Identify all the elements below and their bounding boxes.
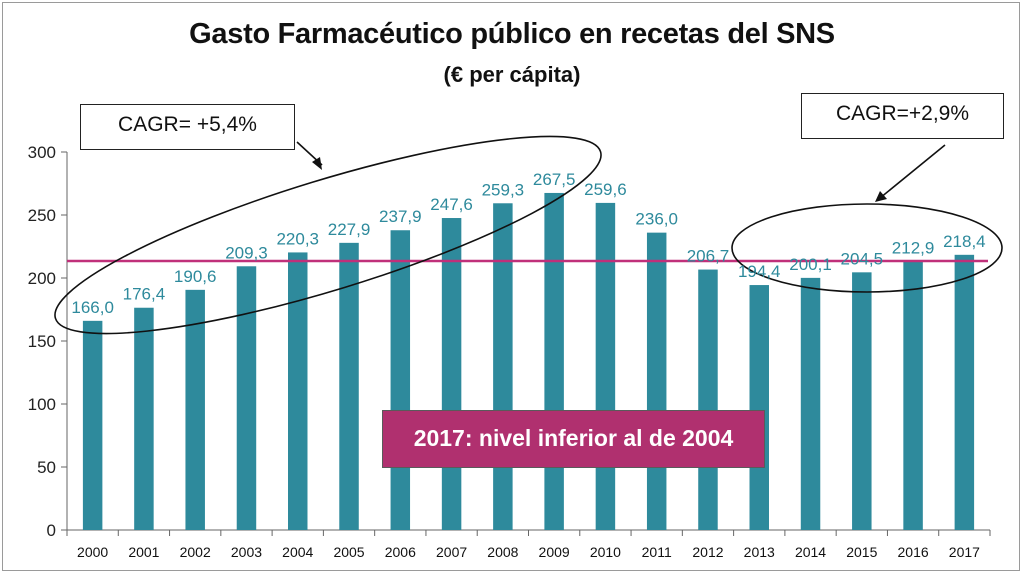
y-tick-label: 0 — [47, 521, 56, 540]
conclusion-banner: 2017: nivel inferior al de 2004 — [382, 410, 765, 468]
data-label: 204,5 — [841, 249, 884, 268]
data-label: 212,9 — [892, 239, 935, 258]
y-tick-label: 100 — [28, 395, 56, 414]
bar-2005 — [339, 242, 359, 530]
axes: 0 50 100 150 200 250 300 2000 2001 2002 2003 2004 20… — [28, 143, 991, 560]
bar-2007 — [441, 218, 462, 531]
bar-2004 — [288, 252, 308, 530]
data-label: 190,6 — [174, 267, 217, 286]
x-tick-label: 2015 — [846, 544, 877, 560]
bar-2016 — [903, 261, 923, 530]
bar-2015 — [852, 272, 872, 530]
x-tick-label: 2010 — [590, 544, 621, 560]
y-tick-label: 150 — [28, 332, 56, 351]
x-tick-label: 2011 — [642, 544, 672, 560]
x-tick-label: 2016 — [898, 544, 929, 560]
bar-2002 — [185, 289, 205, 530]
value-labels: 166,0 176,4 190,6 209,3 220,3 227,9 237,9 247,6… — [71, 170, 985, 317]
arrow-right — [879, 144, 946, 199]
bar-2008 — [493, 203, 513, 531]
y-tick-label: 50 — [37, 458, 56, 477]
chart-subtitle: (€ per cápita) — [443, 62, 581, 87]
x-tick-label: 2006 — [385, 544, 416, 560]
bar-2010 — [595, 202, 616, 531]
x-tick-label: 2017 — [949, 544, 980, 560]
cagr-right-callout: CAGR=+2,9% — [801, 93, 1004, 139]
x-tick-label: 2000 — [77, 544, 108, 560]
y-tick-label: 200 — [28, 269, 56, 288]
data-label: 236,0 — [635, 210, 678, 229]
arrow-right-head — [875, 191, 887, 202]
bar-2006 — [390, 230, 411, 530]
data-label: 259,3 — [482, 180, 525, 199]
data-label: 220,3 — [276, 229, 319, 248]
x-tick-label: 2008 — [487, 544, 518, 560]
data-label: 209,3 — [225, 243, 268, 262]
ellipse-annotations — [54, 135, 1003, 335]
data-label: 259,6 — [584, 180, 627, 199]
ellipse-right — [731, 203, 1003, 293]
bar-2017 — [954, 254, 975, 531]
chart-title: Gasto Farmacéutico público en recetas de… — [189, 18, 835, 50]
x-tick-label: 2009 — [539, 544, 570, 560]
bar-2000 — [82, 320, 103, 530]
data-label: 267,5 — [533, 170, 576, 189]
x-tick-label: 2005 — [333, 544, 364, 560]
x-tick-label: 2014 — [795, 544, 826, 560]
data-label: 227,9 — [328, 220, 371, 239]
x-tick-label: 2001 — [128, 544, 159, 560]
data-label: 247,6 — [430, 195, 473, 214]
arrow-left-head — [312, 157, 322, 170]
data-label: 237,9 — [379, 207, 422, 226]
bars — [82, 192, 975, 531]
bar-2012 — [698, 269, 718, 530]
bar-2011 — [646, 232, 667, 530]
x-tick-label: 2002 — [180, 544, 211, 560]
data-label: 194,4 — [738, 262, 781, 281]
x-tick-label: 2004 — [282, 544, 313, 560]
data-label: 176,4 — [123, 285, 166, 304]
x-tick-label: 2003 — [231, 544, 262, 560]
cagr-left-callout: CAGR= +5,4% — [80, 104, 295, 150]
bar-2009 — [544, 192, 564, 530]
ellipse-left — [54, 135, 602, 335]
bar-2003 — [236, 266, 257, 530]
data-label: 166,0 — [71, 298, 114, 317]
y-tick-label: 250 — [28, 206, 56, 225]
bar-2014 — [800, 277, 821, 530]
data-label: 200,1 — [789, 255, 832, 274]
bar-2001 — [134, 307, 154, 530]
y-tick-label: 300 — [28, 143, 56, 162]
x-tick-label: 2012 — [692, 544, 723, 560]
data-label: 218,4 — [943, 232, 986, 251]
x-tick-label: 2013 — [744, 544, 775, 560]
bar-2013 — [749, 285, 769, 530]
data-label: 206,7 — [687, 247, 730, 266]
x-tick-label: 2007 — [436, 544, 467, 560]
